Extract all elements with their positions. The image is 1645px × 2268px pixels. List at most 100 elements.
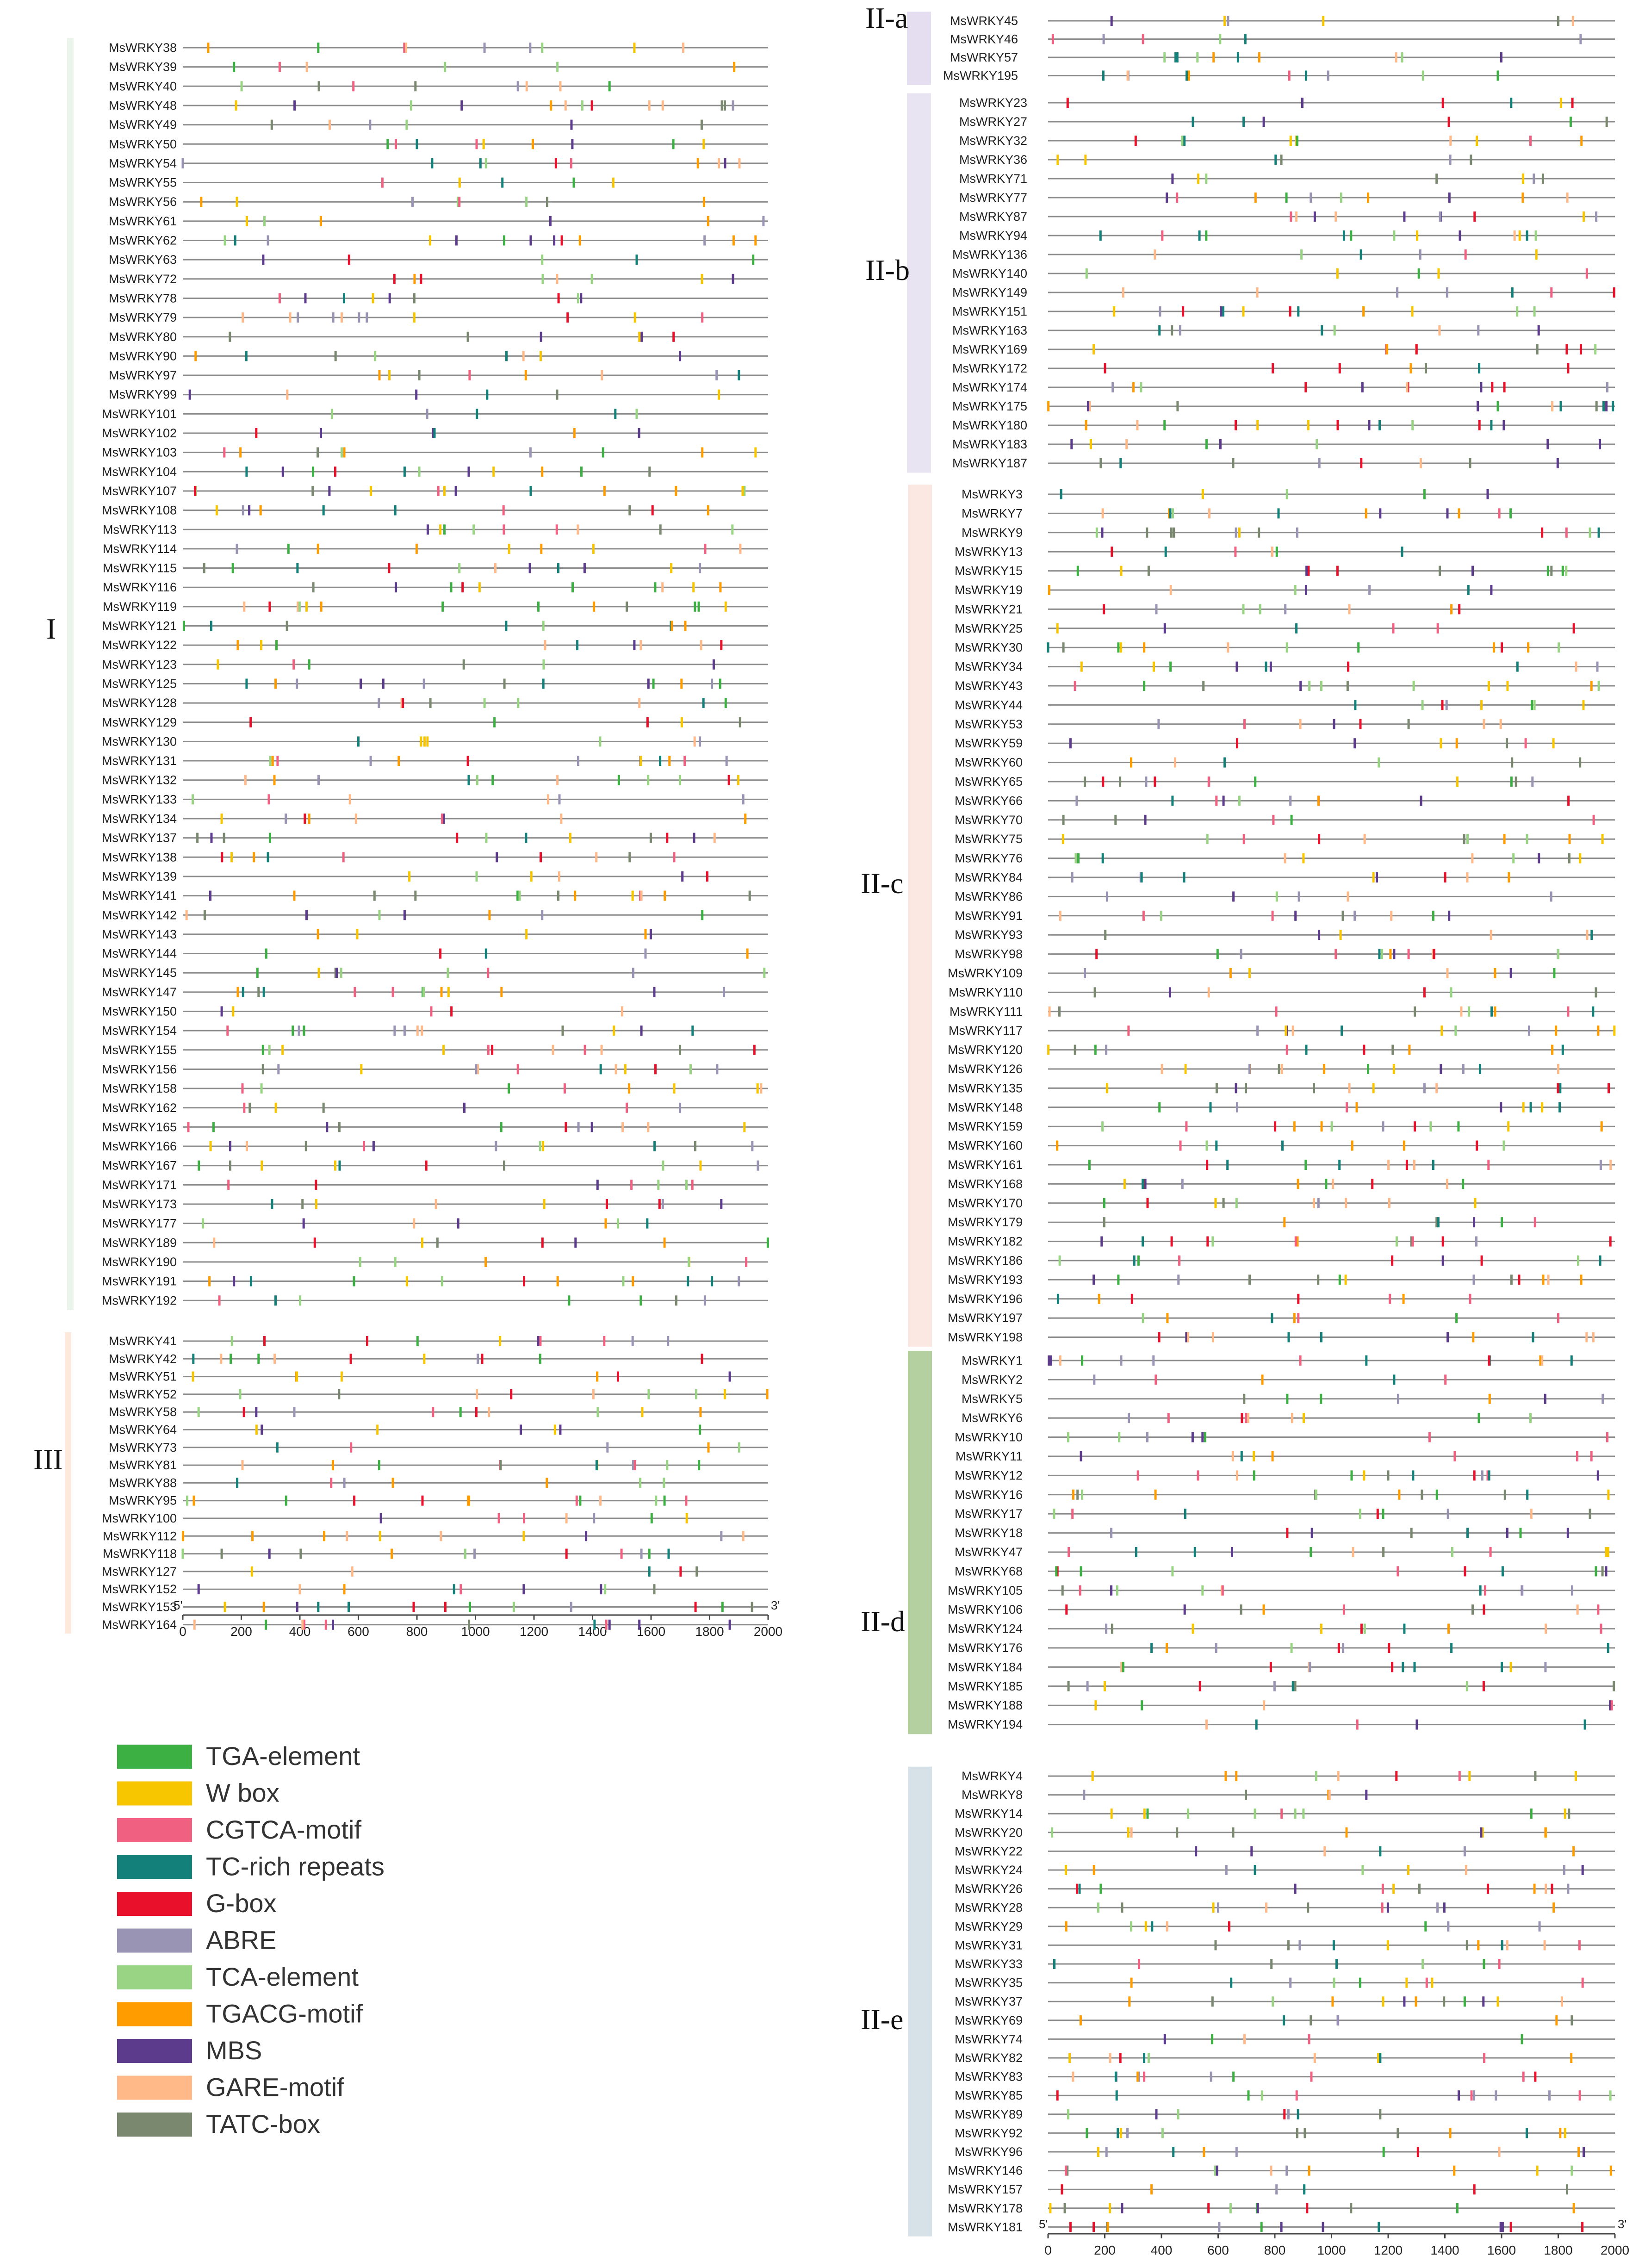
motif-mark — [1332, 1940, 1335, 1951]
motif-mark — [1128, 1413, 1130, 1423]
motif-mark — [1117, 2128, 1119, 2138]
gene-label: MsWRKY177 — [102, 1217, 177, 1230]
motif-mark — [1378, 2222, 1380, 2232]
motif-mark — [1414, 1121, 1416, 1132]
motif-mark — [1176, 401, 1179, 411]
motif-mark — [692, 582, 695, 593]
motif-mark — [1360, 458, 1363, 468]
motif-mark — [539, 1354, 541, 1364]
motif-mark — [263, 216, 266, 226]
motif-mark — [1285, 489, 1288, 499]
motif-mark — [1173, 757, 1176, 768]
motif-mark — [512, 1602, 515, 1612]
motif-mark — [476, 1389, 478, 1399]
motif-mark — [410, 100, 412, 111]
motif-mark — [220, 1548, 223, 1559]
gene-label: MsWRKY58 — [109, 1405, 177, 1419]
motif-mark — [608, 1619, 611, 1630]
motif-mark — [391, 1478, 394, 1488]
motif-mark — [418, 466, 421, 477]
motif-mark — [1291, 1681, 1294, 1691]
motif-mark — [1481, 1470, 1484, 1481]
motif-mark — [1224, 1771, 1227, 1781]
motif-mark — [1169, 585, 1172, 595]
motif-mark — [1360, 1623, 1363, 1634]
motif-mark — [323, 1531, 325, 1541]
gene-row: MsWRKY137 — [102, 831, 768, 845]
motif-mark — [242, 1407, 245, 1417]
gene-label: MsWRKY114 — [103, 542, 177, 556]
motif-mark — [1428, 1432, 1431, 1442]
motif-mark — [564, 100, 567, 111]
legend-label: TGACG-motif — [206, 1999, 363, 2028]
gene-label: MsWRKY28 — [955, 1901, 1023, 1914]
motif-mark — [659, 756, 662, 766]
motif-mark — [1275, 2184, 1278, 2195]
gene-row: MsWRKY59 — [955, 736, 1615, 750]
motif-mark — [1232, 458, 1235, 468]
motif-mark — [1382, 1121, 1384, 1132]
gene-row: MsWRKY88 — [109, 1476, 768, 1490]
gene-label: MsWRKY47 — [955, 1545, 1023, 1559]
gene-row: MsWRKY190 — [102, 1255, 768, 1269]
three-prime-label: 3' — [1618, 2217, 1626, 2231]
motif-mark — [1221, 1585, 1224, 1596]
gene-row: MsWRKY106 — [948, 1603, 1615, 1616]
motif-mark — [1104, 1681, 1106, 1691]
motif-mark — [1417, 268, 1420, 279]
motif-mark — [1607, 1643, 1609, 1653]
motif-mark — [1583, 211, 1585, 222]
motif-mark — [1117, 642, 1120, 653]
motif-mark — [1271, 1313, 1273, 1324]
motif-mark — [1494, 1006, 1496, 1017]
motif-mark — [1176, 193, 1179, 203]
group-I: IMsWRKY38MsWRKY39MsWRKY40MsWRKY48MsWRKY4… — [46, 38, 769, 1311]
group-label-IIa: II-a — [865, 1, 908, 34]
motif-mark — [292, 659, 295, 670]
x-tick-label: 0 — [1044, 2243, 1052, 2257]
motif-mark — [181, 158, 184, 168]
motif-mark — [1099, 1883, 1102, 1894]
motif-mark — [496, 852, 498, 863]
gene-row: MsWRKY192 — [102, 1293, 768, 1307]
motif-mark — [1197, 1470, 1199, 1481]
gene-row: MsWRKY75 — [955, 832, 1615, 846]
gene-label: MsWRKY168 — [948, 1177, 1023, 1191]
gene-row: MsWRKY159 — [948, 1119, 1615, 1133]
motif-mark — [317, 81, 320, 92]
motif-mark — [1465, 1940, 1468, 1951]
motif-mark — [1395, 1236, 1398, 1247]
motif-mark — [596, 1180, 599, 1190]
motif-mark — [1308, 2165, 1310, 2176]
motif-mark — [1407, 949, 1410, 959]
motif-mark — [732, 273, 734, 284]
motif-mark — [1566, 1528, 1569, 1538]
motif-mark — [413, 312, 416, 323]
motif-mark — [720, 1199, 723, 1209]
motif-mark — [1240, 1451, 1243, 1461]
motif-mark — [1597, 681, 1600, 691]
gene-row: MsWRKY146 — [948, 2164, 1615, 2178]
motif-mark — [1097, 1902, 1099, 1913]
motif-mark — [581, 100, 584, 111]
motif-mark — [541, 466, 544, 477]
motif-mark — [1350, 230, 1353, 241]
motif-mark — [1243, 1393, 1246, 1404]
motif-mark — [393, 273, 396, 284]
motif-mark — [673, 1083, 676, 1094]
motif-mark — [220, 814, 223, 824]
motif-mark — [1163, 52, 1166, 62]
motif-mark — [1522, 1102, 1525, 1112]
motif-mark — [1232, 1827, 1235, 1838]
motif-mark — [324, 1619, 327, 1630]
motif-mark — [1465, 1681, 1468, 1691]
motif-mark — [1278, 1064, 1280, 1074]
gene-label: MsWRKY123 — [102, 658, 177, 671]
motif-mark — [617, 1371, 619, 1382]
motif-mark — [1407, 1865, 1409, 1875]
motif-mark — [1595, 987, 1597, 998]
motif-mark — [1589, 527, 1591, 538]
gene-row: MsWRKY141 — [102, 889, 768, 903]
motif-mark — [632, 1460, 634, 1471]
motif-mark — [274, 1102, 277, 1113]
